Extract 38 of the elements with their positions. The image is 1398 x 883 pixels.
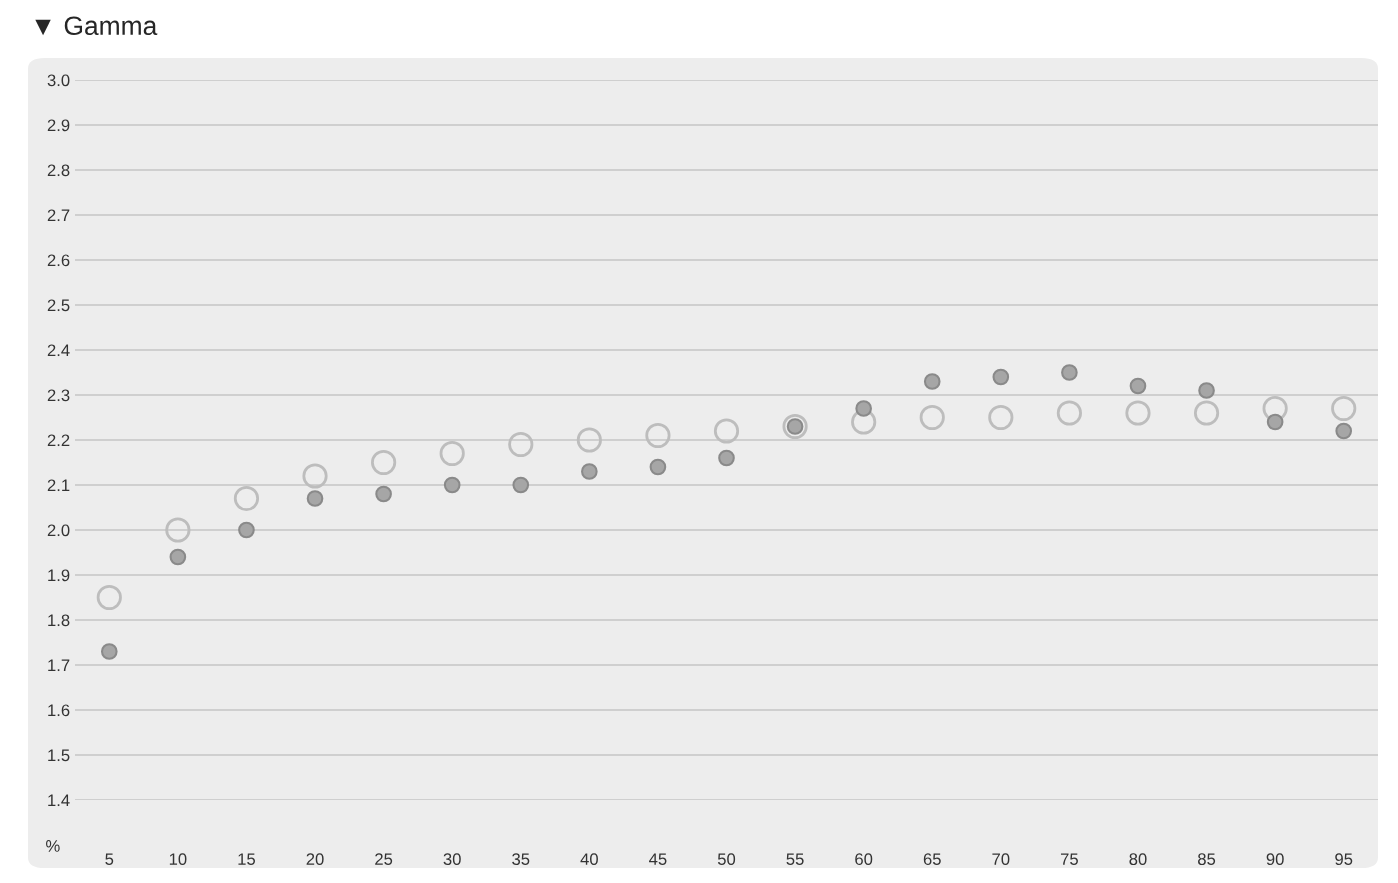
x-tick-label: 95 [1335,853,1353,866]
x-tick-label: 80 [1129,853,1147,866]
y-tick-label: 1.4 [48,794,70,807]
y-tick-label: 2.4 [47,344,70,357]
y-tick-label: 3.0 [47,74,70,87]
x-tick-label: 20 [306,853,324,866]
x-tick-label: 10 [169,853,187,866]
y-tick-label: 2.6 [47,254,70,267]
x-tick-label: 45 [649,853,667,866]
x-tick-label: 65 [923,853,941,866]
x-tick-label: 70 [992,853,1010,866]
x-tick-label: 85 [1198,853,1216,866]
y-tick-label: 2.2 [47,434,70,447]
x-tick-label: 55 [786,853,804,866]
x-tick-label: 25 [375,853,393,866]
x-tick-label: 50 [717,853,736,866]
chart-title: ▼ Gamma [35,16,158,36]
x-tick-label: 30 [443,853,461,866]
x-tick-label: 90 [1266,853,1284,866]
x-axis-title: % [46,840,60,852]
y-tick-label: 2.9 [47,119,70,132]
y-tick-label: 2.0 [47,524,70,537]
y-tick-label: 2.7 [47,209,70,222]
x-tick-label: 35 [512,853,530,866]
x-tick-label: 40 [580,853,598,866]
y-tick-label: 1.5 [48,749,70,762]
y-tick-label: 1.6 [48,704,70,717]
y-tick-label: 2.1 [47,479,70,492]
x-tick-label: 75 [1060,853,1078,866]
x-tick-label: 5 [105,853,114,866]
y-tick-label: 1.8 [48,614,70,627]
y-tick-label: 1.7 [48,659,70,672]
x-tick-label: 60 [855,853,873,866]
y-tick-label: 2.3 [47,389,70,402]
x-tick-label: 15 [238,853,256,866]
y-tick-label: 1.9 [48,569,70,582]
y-tick-label: 2.8 [47,164,70,177]
y-tick-label: 2.5 [47,299,70,312]
